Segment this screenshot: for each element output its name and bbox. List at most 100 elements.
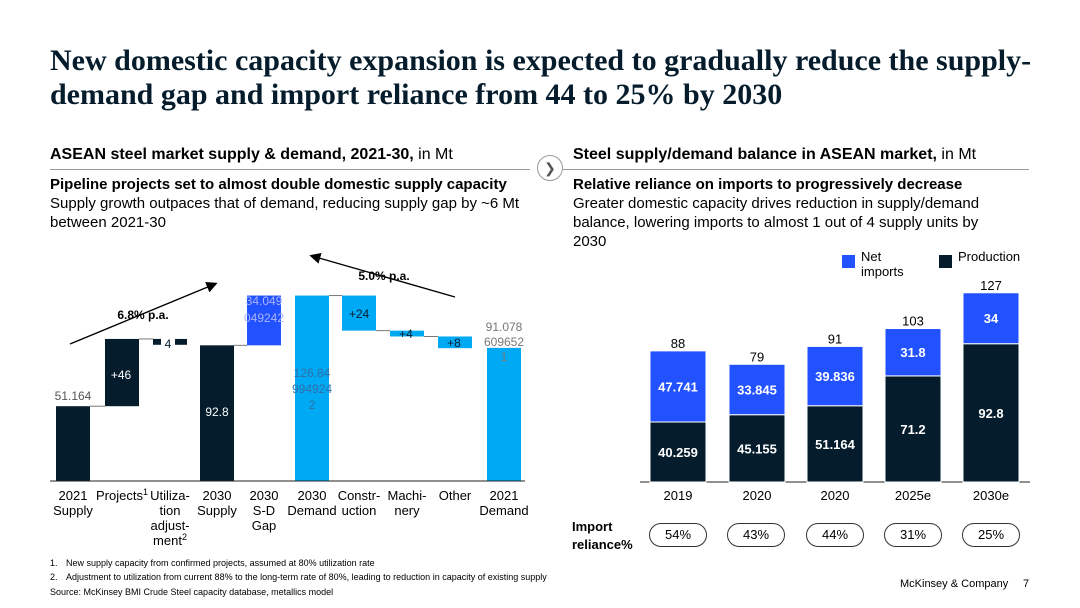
- company-name: McKinsey & Company: [900, 578, 1009, 590]
- growth-arrow: [69, 282, 218, 345]
- net-imports-bar: [649, 350, 707, 423]
- net-imports-bar: [728, 363, 786, 416]
- import-reliance-pill: 44%: [806, 523, 864, 547]
- page-title: New domestic capacity expansion is expec…: [50, 44, 1032, 111]
- import-reliance-pill: 31%: [884, 523, 942, 547]
- category-label: 2020: [821, 488, 850, 503]
- right-heading-unit: in Mt: [936, 146, 977, 163]
- net-imports-value-label: 34: [984, 311, 999, 326]
- category-label: 2030: [250, 488, 279, 503]
- category-label: 2030: [298, 488, 327, 503]
- category-label: Demand: [287, 503, 336, 518]
- footnote-1-text: New supply capacity from confirmed proje…: [66, 558, 375, 568]
- net-imports-bar: [806, 345, 864, 407]
- import-reliance-pill: 54%: [649, 523, 707, 547]
- production-value-label: 51.164: [815, 437, 856, 452]
- waterfall-bar: [105, 338, 139, 407]
- import-reliance-label: Import reliance%: [572, 518, 642, 554]
- production-bar: [806, 405, 864, 483]
- category-label: 2030e: [973, 488, 1009, 503]
- footnote-2-number: 2.: [50, 572, 58, 582]
- category-label: 2019: [664, 488, 693, 503]
- value-label: 91.078: [486, 320, 523, 334]
- import-reliance-label-1: Import: [572, 519, 613, 534]
- category-label: Demand: [479, 503, 528, 518]
- value-label: 34.049: [246, 294, 283, 308]
- net-imports-bar: [962, 292, 1020, 345]
- growth-arrow: [309, 252, 456, 298]
- legend-net-imports-swatch: [842, 255, 855, 268]
- value-label: 609652: [484, 335, 524, 349]
- category-label: ment2: [153, 532, 187, 548]
- right-subtitle: Relative reliance on imports to progress…: [573, 175, 1013, 251]
- net-imports-value-label: 47.741: [658, 379, 698, 394]
- value-label: 049242: [244, 311, 284, 325]
- value-label-bg: [161, 337, 175, 351]
- page-number: 7: [1023, 578, 1030, 590]
- production-value-label: 45.155: [737, 441, 777, 456]
- waterfall-chart: 51.164 +46 4 92.8 34.049 049242 126.84 994924 2 +…: [50, 252, 529, 548]
- left-heading-bold: ASEAN steel market supply & demand, 2021…: [50, 146, 414, 163]
- category-label: 2020: [743, 488, 772, 503]
- import-reliance-pill: 43%: [727, 523, 785, 547]
- import-reliance-pill: 25%: [962, 523, 1020, 547]
- net-imports-value-label: 39.836: [815, 369, 855, 384]
- footnote-2-text: Adjustment to utilization from current 8…: [66, 572, 547, 582]
- left-subtitle-text: Supply growth outpaces that of demand, r…: [50, 195, 520, 231]
- category-label: adjust-: [150, 518, 189, 533]
- value-label: +8: [447, 336, 461, 350]
- category-label: Projects1: [96, 487, 148, 503]
- net-imports-value-label: 33.845: [737, 383, 777, 398]
- category-label: Other: [439, 488, 472, 503]
- category-label: uction: [342, 503, 377, 518]
- right-subtitle-text: Greater domestic capacity drives reducti…: [573, 195, 980, 250]
- net-imports-value-label: 31.8: [900, 345, 925, 360]
- production-bar: [962, 343, 1020, 483]
- waterfall-bar: [56, 406, 90, 481]
- footnote-2: 2. Adjustment to utilization from current…: [50, 571, 547, 583]
- value-label: 2: [309, 398, 316, 412]
- category-label: Constr-: [338, 488, 381, 503]
- value-label: 126.84: [294, 366, 331, 380]
- legend-net-imports-line2: imports: [861, 264, 904, 279]
- production-value-label: 92.8: [978, 406, 1003, 421]
- category-label: Utiliza-: [150, 488, 190, 503]
- production-bar: [649, 421, 707, 483]
- total-value-label: 79: [750, 349, 764, 364]
- category-label: Supply: [197, 503, 237, 518]
- value-label: +46: [111, 368, 132, 382]
- left-subtitle: Pipeline projects set to almost double d…: [50, 175, 530, 232]
- value-label: +4: [399, 327, 413, 341]
- category-label: 2030: [203, 488, 232, 503]
- legend-net-imports: Net imports: [861, 249, 904, 279]
- production-bar: [728, 414, 786, 483]
- category-label: Gap: [252, 518, 277, 533]
- category-label: 2025e: [895, 488, 931, 503]
- value-label: 4: [165, 337, 172, 351]
- value-label: 51.164: [55, 389, 92, 403]
- right-section-heading: Steel supply/demand balance in ASEAN mar…: [573, 145, 976, 165]
- production-value-label: 40.259: [658, 445, 698, 460]
- value-label: +24: [349, 307, 370, 321]
- production-value-label: 71.2: [900, 422, 925, 437]
- stacked-bar-chart: 40.259 47.741 88 2019 45.155 33.845 79 2020 51.1…: [640, 278, 1030, 503]
- right-divider: [563, 169, 1029, 170]
- net-imports-bar: [884, 328, 942, 377]
- right-heading-bold: Steel supply/demand balance in ASEAN mar…: [573, 146, 937, 163]
- footnote-marker: 2: [182, 532, 187, 542]
- category-label: 2021: [59, 488, 88, 503]
- footnote-marker: 1: [143, 487, 148, 497]
- import-reliance-label-2: reliance%: [572, 537, 633, 552]
- value-label: 92.8: [205, 405, 229, 419]
- category-label: nery: [394, 503, 420, 518]
- left-heading-unit: in Mt: [413, 146, 453, 163]
- legend-production: Production: [958, 249, 1021, 264]
- source-note: Source: McKinsey BMI Crude Steel capacit…: [50, 587, 334, 597]
- category-label: Machi-: [387, 488, 426, 503]
- waterfall-bar: [487, 347, 521, 481]
- waterfall-bar: [247, 295, 281, 346]
- waterfall-bar: [390, 330, 424, 337]
- total-value-label: 127: [980, 278, 1002, 293]
- chevron-right-icon[interactable]: ❯: [537, 155, 563, 181]
- value-label: 1: [501, 350, 508, 364]
